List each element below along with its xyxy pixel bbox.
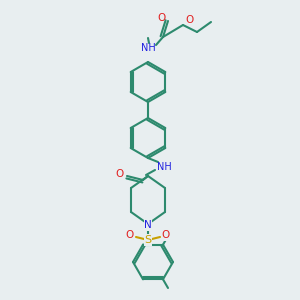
Text: NH: NH [141,43,155,53]
Text: S: S [144,235,152,245]
Text: O: O [116,169,124,179]
Text: O: O [162,230,170,240]
Text: O: O [185,15,193,25]
Text: NH: NH [157,162,171,172]
Text: N: N [144,220,152,230]
Text: O: O [126,230,134,240]
Text: O: O [157,13,165,23]
